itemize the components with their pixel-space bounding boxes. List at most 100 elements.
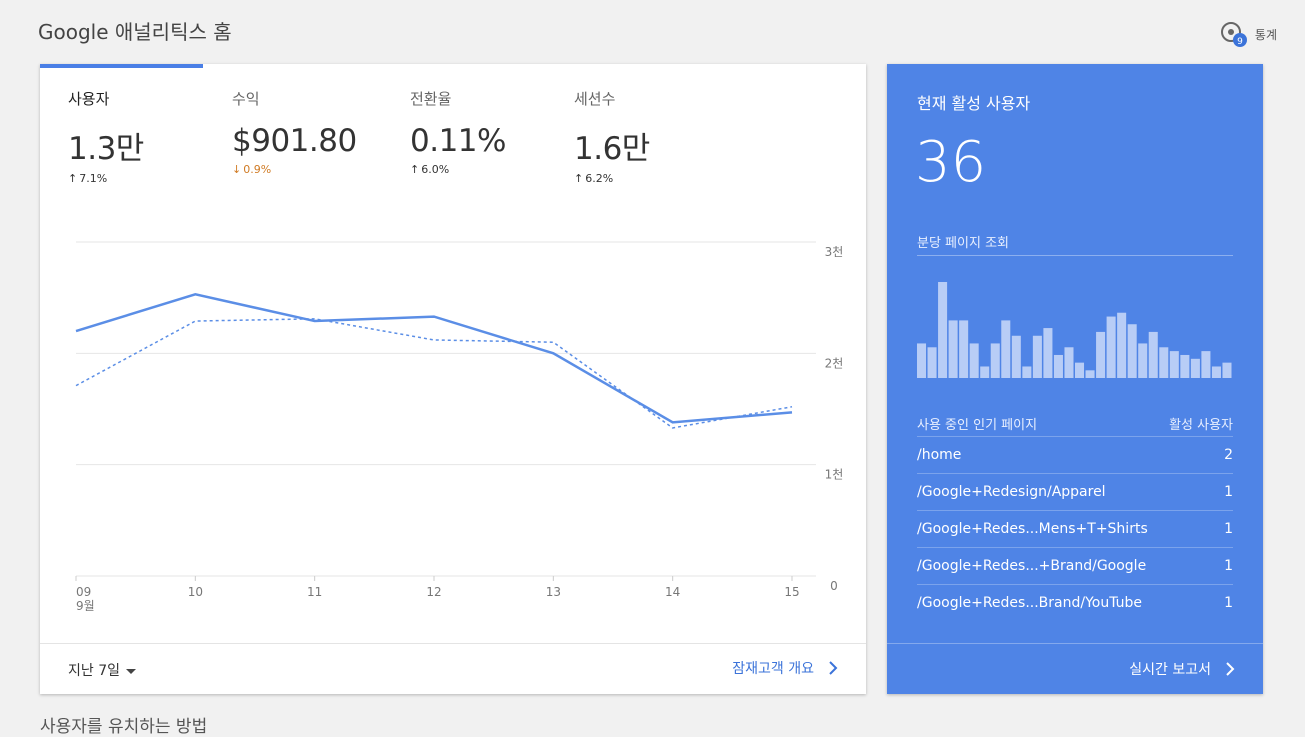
date-range-dropdown[interactable]: 지난 7일 bbox=[68, 660, 136, 680]
metric-change: 6.0% bbox=[410, 163, 506, 176]
ppm-bar bbox=[1148, 331, 1158, 378]
ppm-bar bbox=[959, 320, 969, 378]
ppm-bar bbox=[1159, 347, 1169, 378]
y-tick-label: 2천 bbox=[825, 355, 844, 370]
metric-label: 전환율 bbox=[410, 90, 452, 108]
ppm-bar bbox=[938, 282, 948, 378]
ppm-bar bbox=[917, 343, 927, 378]
ppm-bar bbox=[990, 343, 1000, 378]
ppm-bar bbox=[1138, 343, 1148, 378]
x-tick-label: 12 bbox=[426, 585, 441, 599]
overview-footer: 지난 7일 잠재고객 개요 bbox=[40, 643, 866, 694]
x-tick-label: 15 bbox=[784, 585, 799, 599]
active-tab-indicator bbox=[40, 64, 203, 68]
list-item[interactable]: /Google+Redes...Brand/YouTube 1 bbox=[917, 584, 1233, 621]
x-tick-label: 14 bbox=[665, 585, 680, 599]
ppm-bar bbox=[1011, 335, 1021, 378]
metric-revenue-tab[interactable]: 수익 $901.80 0.9% bbox=[232, 88, 357, 176]
y-tick-label: 3천 bbox=[825, 244, 844, 259]
next-section-heading: 사용자를 유치하는 방법 bbox=[40, 717, 208, 737]
ppm-bar bbox=[1075, 362, 1085, 378]
y-tick-label: 0 bbox=[830, 579, 838, 593]
metric-sessions-tab[interactable]: 세션수 1.6만 6.2% bbox=[574, 88, 650, 185]
page-users: 1 bbox=[1224, 558, 1233, 574]
metric-value: 1.3만 bbox=[68, 131, 144, 167]
x-tick-label: 10 bbox=[188, 585, 203, 599]
ppm-bar bbox=[1064, 347, 1074, 378]
realtime-footer: 실시간 보고서 bbox=[887, 643, 1263, 694]
metric-change: 6.2% bbox=[574, 172, 650, 185]
insights-button[interactable]: 9 통계 bbox=[1219, 20, 1277, 48]
list-item[interactable]: /home 2 bbox=[917, 436, 1233, 473]
page-users: 1 bbox=[1224, 595, 1233, 611]
page-users: 2 bbox=[1224, 447, 1233, 463]
insights-badge: 9 bbox=[1237, 37, 1243, 47]
comparison-series-line bbox=[75, 318, 793, 429]
ppm-bar bbox=[1127, 324, 1137, 378]
divider bbox=[917, 255, 1233, 256]
active-pages-column-label: 사용 중인 인기 페이지 bbox=[917, 418, 1038, 433]
metric-value: 0.11% bbox=[410, 123, 506, 159]
ppm-bar bbox=[1106, 316, 1116, 378]
ppm-bar bbox=[927, 347, 937, 378]
ppm-bar bbox=[1053, 354, 1063, 378]
metric-label: 수익 bbox=[232, 90, 260, 108]
metric-users-tab[interactable]: 사용자 1.3만 7.1% bbox=[68, 88, 144, 185]
active-users-count: 36 bbox=[915, 130, 987, 195]
page-users: 1 bbox=[1224, 484, 1233, 500]
ppm-bar bbox=[1211, 366, 1221, 378]
page-users: 1 bbox=[1224, 521, 1233, 537]
realtime-report-link[interactable]: 실시간 보고서 bbox=[1129, 659, 1235, 679]
y-tick-label: 1천 bbox=[825, 467, 844, 482]
chevron-right-icon bbox=[1226, 662, 1235, 676]
active-pages-list: /home 2 /Google+Redesign/Apparel 1 /Google… bbox=[917, 436, 1233, 621]
ppm-bar bbox=[1085, 370, 1095, 378]
ppm-bar bbox=[1117, 312, 1127, 378]
ppm-bar bbox=[1001, 320, 1011, 378]
ppm-bar bbox=[1190, 358, 1200, 378]
realtime-card: 현재 활성 사용자 36 분당 페이지 조회 사용 중인 인기 페이지 활성 사… bbox=[887, 64, 1263, 694]
x-tick-label: 09 bbox=[76, 585, 91, 599]
metric-change: 0.9% bbox=[232, 163, 357, 176]
page-path: /Google+Redes...Brand/YouTube bbox=[917, 595, 1143, 611]
ppm-bar bbox=[1169, 351, 1179, 378]
metric-label: 세션수 bbox=[574, 90, 616, 108]
metric-value: 1.6만 bbox=[574, 131, 650, 167]
x-tick-label: 11 bbox=[307, 585, 322, 599]
audience-overview-label: 잠재고객 개요 bbox=[732, 661, 814, 677]
pageviews-per-minute-label: 분당 페이지 조회 bbox=[917, 236, 1009, 251]
ppm-bar bbox=[1032, 335, 1042, 378]
list-item[interactable]: /Google+Redesign/Apparel 1 bbox=[917, 473, 1233, 510]
insights-icon: 9 bbox=[1220, 22, 1247, 47]
realtime-title: 현재 활성 사용자 bbox=[917, 94, 1031, 113]
metric-value: $901.80 bbox=[232, 123, 357, 159]
metric-change: 7.1% bbox=[68, 172, 144, 185]
users-line-chart: 3천 2천 1천 0 09 10 11 12 13 14 15 9월 bbox=[75, 241, 844, 613]
list-item[interactable]: /Google+Redes...Mens+T+Shirts 1 bbox=[917, 510, 1233, 547]
page-path: /Google+Redesign/Apparel bbox=[917, 484, 1106, 500]
date-range-label: 지난 7일 bbox=[68, 663, 120, 679]
page-path: /Google+Redes...Mens+T+Shirts bbox=[917, 521, 1148, 537]
ppm-bar bbox=[980, 366, 990, 378]
x-tick-label: 13 bbox=[546, 585, 561, 599]
list-item[interactable]: /Google+Redes...+Brand/Google 1 bbox=[917, 547, 1233, 584]
active-pages-header: 사용 중인 인기 페이지 활성 사용자 bbox=[917, 414, 1233, 433]
chevron-right-icon bbox=[829, 661, 838, 675]
ppm-bar bbox=[1022, 366, 1032, 378]
users-series-line bbox=[75, 293, 793, 424]
ppm-bar bbox=[948, 320, 958, 378]
ppm-bar bbox=[969, 343, 979, 378]
pageviews-per-minute-chart bbox=[917, 282, 1232, 378]
metric-label: 사용자 bbox=[68, 90, 110, 108]
ppm-bar bbox=[1096, 331, 1106, 378]
page-path: /Google+Redes...+Brand/Google bbox=[917, 558, 1147, 574]
realtime-report-label: 실시간 보고서 bbox=[1129, 662, 1211, 678]
ppm-bar bbox=[1201, 351, 1211, 378]
page-path: /home bbox=[917, 447, 962, 463]
x-tick-sublabel: 9월 bbox=[76, 599, 95, 613]
active-users-column-label: 활성 사용자 bbox=[1169, 418, 1233, 433]
metric-conversion-tab[interactable]: 전환율 0.11% 6.0% bbox=[410, 88, 506, 176]
page-title: Google 애널리틱스 홈 bbox=[38, 20, 232, 44]
insights-label: 통계 bbox=[1254, 27, 1277, 42]
audience-overview-link[interactable]: 잠재고객 개요 bbox=[732, 658, 838, 678]
